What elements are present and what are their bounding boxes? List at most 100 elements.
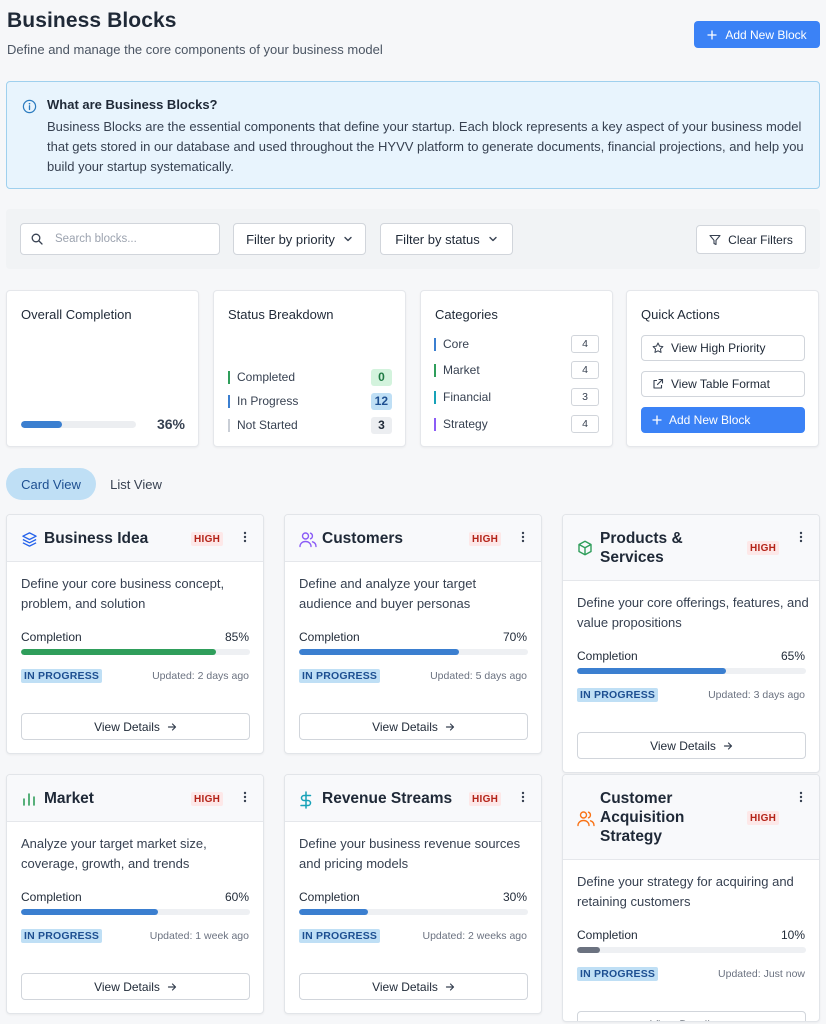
- block-card-header: Market HIGH: [7, 775, 263, 822]
- completion-label: Completion: [299, 630, 360, 644]
- status-filter-label: Filter by status: [395, 231, 480, 247]
- status-count-badge: 3: [371, 416, 392, 434]
- block-card-header: Customers HIGH: [285, 515, 541, 562]
- status-color-marker: [228, 394, 230, 408]
- view-details-button[interactable]: View Details: [21, 713, 250, 740]
- page-title: Business Blocks: [7, 9, 177, 32]
- more-options-icon[interactable]: [515, 529, 531, 545]
- view-details-button[interactable]: View Details: [299, 973, 528, 1000]
- view-details-button[interactable]: View Details: [21, 973, 250, 1000]
- chevron-down-icon: [343, 234, 353, 244]
- completion-progress-bar: [577, 947, 806, 953]
- block-description: Define your core business concept, probl…: [21, 576, 225, 611]
- view-table-format-button[interactable]: View Table Format: [641, 371, 805, 397]
- tab-list-view[interactable]: List View: [110, 476, 162, 492]
- category-count-badge: 3: [571, 388, 599, 406]
- status-breakdown-card: Status Breakdown Completed 0 In Progress 12…: [213, 290, 406, 447]
- tab-card-view[interactable]: Card View: [6, 468, 96, 500]
- view-details-label: View Details: [650, 1018, 716, 1022]
- completion-label: Completion: [577, 928, 638, 942]
- external-link-icon: [652, 378, 664, 390]
- overall-completion-title: Overall Completion: [21, 307, 132, 322]
- categories-title: Categories: [435, 307, 498, 322]
- category-label: Core: [443, 337, 470, 351]
- updated-timestamp: Updated: 5 days ago: [430, 670, 527, 682]
- arrow-right-icon: [445, 722, 455, 732]
- block-card-header: Business Idea HIGH: [7, 515, 263, 562]
- block-description: Define your strategy for acquiring and r…: [577, 874, 794, 909]
- overall-progress-fill: [21, 421, 63, 428]
- dollar-icon: [299, 791, 313, 809]
- block-title: Products & Services: [600, 530, 683, 566]
- category-row-financial[interactable]: Financial 3: [434, 388, 599, 406]
- completion-label: Completion: [21, 890, 82, 904]
- block-description: Define your core offerings, features, an…: [577, 595, 809, 630]
- block-title: Market: [44, 790, 94, 807]
- view-high-priority-button[interactable]: View High Priority: [641, 335, 805, 361]
- status-badge: IN PROGRESS: [299, 669, 381, 683]
- more-options-icon[interactable]: [237, 529, 253, 545]
- updated-timestamp: Updated: 2 weeks ago: [422, 930, 528, 942]
- more-options-icon[interactable]: [793, 529, 809, 545]
- view-details-button[interactable]: View Details: [577, 732, 806, 759]
- more-options-icon[interactable]: [793, 789, 809, 805]
- block-card-business-idea: Business Idea HIGH Define your core busine…: [6, 514, 264, 754]
- priority-badge: HIGH: [191, 532, 224, 546]
- view-details-button[interactable]: View Details: [299, 713, 528, 740]
- search-box[interactable]: [20, 223, 220, 255]
- category-count-badge: 4: [571, 335, 599, 353]
- arrow-right-icon: [723, 1020, 733, 1021]
- status-filter-select[interactable]: Filter by status: [380, 223, 513, 255]
- add-new-block-button[interactable]: Add New Block: [694, 21, 820, 48]
- quick-actions-card: Quick Actions View High Priority View Ta…: [626, 290, 819, 447]
- completion-progress-bar: [299, 649, 528, 655]
- priority-filter-select[interactable]: Filter by priority: [233, 223, 366, 255]
- category-color-marker: [434, 417, 436, 431]
- status-count-badge: 12: [370, 392, 392, 410]
- completion-progress-fill: [577, 947, 600, 953]
- priority-badge: HIGH: [747, 541, 780, 555]
- priority-filter-label: Filter by priority: [246, 231, 335, 247]
- status-badge: IN PROGRESS: [299, 929, 381, 943]
- block-card-products-and-services: Products & Services HIGH Define your core …: [562, 514, 820, 773]
- view-details-label: View Details: [94, 979, 160, 994]
- more-options-icon[interactable]: [515, 789, 531, 805]
- users-icon: [299, 531, 317, 548]
- completion-percent: 30%: [502, 890, 527, 904]
- plus-icon: [707, 29, 717, 40]
- more-options-icon[interactable]: [237, 789, 253, 805]
- info-title: What are Business Blocks?: [47, 97, 218, 112]
- block-card-header: Products & Services HIGH: [563, 515, 819, 581]
- completion-label: Completion: [577, 649, 638, 663]
- updated-timestamp: Updated: 2 days ago: [152, 670, 249, 682]
- completion-progress-fill: [21, 909, 159, 915]
- filter-icon: [709, 234, 721, 246]
- block-card-header: Customer Acquisition Strategy HIGH: [563, 775, 819, 860]
- arrow-right-icon: [167, 722, 177, 732]
- completion-progress-bar: [577, 668, 806, 674]
- overall-completion-card: Overall Completion 36%: [6, 290, 199, 447]
- box-icon: [577, 540, 593, 556]
- overall-percent: 36%: [156, 416, 185, 432]
- view-details-button[interactable]: View Details: [577, 1011, 806, 1022]
- category-row-market[interactable]: Market 4: [434, 361, 599, 379]
- status-label: In Progress: [237, 394, 299, 408]
- category-color-marker: [434, 390, 436, 404]
- view-details-label: View Details: [372, 979, 438, 994]
- completion-percent: 65%: [780, 649, 805, 663]
- completion-progress-bar: [299, 909, 528, 915]
- category-row-core[interactable]: Core 4: [434, 335, 599, 353]
- status-label: Not Started: [237, 418, 298, 432]
- status-row-not-started: Not Started 3: [228, 416, 392, 434]
- search-input[interactable]: [55, 233, 205, 245]
- clear-filters-label: Clear Filters: [728, 232, 793, 247]
- priority-badge: HIGH: [191, 792, 224, 806]
- clear-filters-button[interactable]: Clear Filters: [696, 225, 806, 254]
- category-row-strategy[interactable]: Strategy 4: [434, 415, 599, 433]
- completion-progress-bar: [21, 649, 250, 655]
- completion-progress-fill: [299, 909, 368, 915]
- view-high-priority-label: View High Priority: [671, 341, 766, 355]
- quick-add-new-block-button[interactable]: Add New Block: [641, 407, 805, 433]
- quick-actions-title: Quick Actions: [641, 307, 720, 322]
- info-text: Business Blocks are the essential compon…: [47, 119, 804, 174]
